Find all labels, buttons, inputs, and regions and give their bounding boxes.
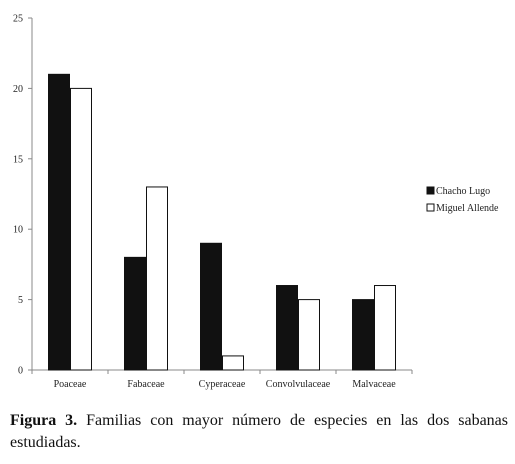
x-tick-label: Fabaceae — [127, 379, 165, 390]
bar-series-2 — [222, 355, 244, 371]
x-tick-label: Convolvulaceae — [266, 379, 331, 390]
bar-series-1 — [124, 256, 146, 371]
x-tick-label: Malvaceae — [352, 379, 396, 390]
y-tick-label: 5 — [18, 295, 23, 306]
y-tick-label: 10 — [13, 225, 23, 236]
x-tick-label: Poaceae — [54, 379, 87, 390]
y-tick-label: 20 — [13, 84, 23, 95]
bar-series-2 — [70, 87, 92, 371]
bar-series-1 — [352, 299, 374, 371]
legend-label: Miguel Allende — [436, 203, 499, 214]
caption-text: Familias con mayor número de especies en… — [10, 412, 509, 451]
legend-swatch — [426, 203, 435, 212]
figure-caption: Figura 3. Familias con mayor número de e… — [10, 410, 508, 454]
x-tick-label: Cyperaceae — [199, 379, 246, 390]
bar-series-1 — [276, 285, 298, 371]
legend-label: Chacho Lugo — [436, 186, 490, 197]
y-tick-label: 0 — [18, 366, 23, 377]
legend-swatch — [426, 186, 435, 195]
bar-series-2 — [374, 285, 396, 371]
y-tick-label: 15 — [13, 154, 23, 165]
caption-label: Figura 3. — [10, 412, 78, 429]
y-tick-label: 25 — [13, 14, 23, 25]
bar-series-2 — [298, 299, 320, 371]
bar-series-2 — [146, 186, 168, 371]
bar-chart: 0 5 10 15 20 25 Poaceae Fabaceae Cyperaceae Convo… — [13, 14, 499, 391]
bar-series-1 — [48, 73, 70, 371]
bar-series-1 — [200, 242, 222, 371]
